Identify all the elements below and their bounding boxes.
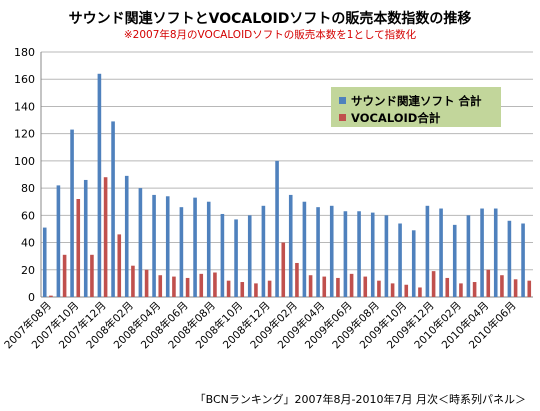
bar-sound <box>288 194 293 297</box>
bar-sound <box>452 224 457 297</box>
y-tick-label: 40 <box>21 237 35 250</box>
bar-sound <box>234 219 238 297</box>
y-tick-label: 140 <box>14 100 35 113</box>
bar-vocaloid <box>363 276 368 297</box>
bar-vocaloid <box>404 284 409 297</box>
bar-sound <box>247 215 252 297</box>
bar-vocaloid <box>158 275 163 297</box>
bar-vocaloid <box>500 275 504 297</box>
bar-sound <box>439 208 443 297</box>
bar-vocaloid <box>472 282 477 297</box>
legend-box <box>331 87 501 127</box>
bar-vocaloid <box>295 262 299 297</box>
bars <box>42 73 532 298</box>
bar-vocaloid <box>459 283 463 297</box>
bar-sound <box>83 179 88 297</box>
bar-sound <box>111 121 115 298</box>
bar-vocaloid <box>144 269 149 297</box>
bar-sound <box>316 207 320 297</box>
bar-vocaloid <box>390 283 395 297</box>
bar-sound <box>56 185 61 297</box>
chart-subtitle: ※2007年8月のVOCALOIDソフトの販売本数を1として指数化 <box>123 29 417 41</box>
x-tick-labels: 2007年08月2007年10月2007年12月2008年02月2008年04月… <box>2 299 519 351</box>
y-tick-label: 160 <box>14 73 35 86</box>
bar-sound <box>261 205 266 297</box>
bar-vocaloid <box>76 199 81 297</box>
bar-vocaloid <box>486 269 491 297</box>
bar-vocaloid <box>172 276 176 297</box>
bar-vocaloid <box>254 283 258 297</box>
bar-vocaloid <box>418 287 422 297</box>
bar-vocaloid <box>322 276 327 297</box>
bar-sound <box>398 223 402 297</box>
bar-vocaloid <box>117 234 122 297</box>
source-note: 「BCNランキング」2007年8月-2010年7月 月次＜時系列パネル＞ <box>194 393 526 406</box>
bar-vocaloid <box>199 273 204 297</box>
bar-vocaloid <box>49 295 53 297</box>
bar-vocaloid <box>281 242 286 297</box>
bar-vocaloid <box>513 279 518 297</box>
bar-vocaloid <box>226 280 231 297</box>
bar-vocaloid <box>103 177 108 297</box>
bar-sound <box>370 212 375 297</box>
bar-vocaloid <box>308 275 313 297</box>
bar-vocaloid <box>445 277 450 297</box>
bar-vocaloid <box>349 273 354 297</box>
bar-vocaloid <box>185 277 190 297</box>
bar-sound <box>179 207 184 297</box>
y-tick-label: 120 <box>14 128 35 141</box>
y-tick-label: 60 <box>21 209 35 222</box>
bar-sound <box>343 211 348 297</box>
bar-sound <box>152 194 156 297</box>
bar-sound <box>329 205 334 297</box>
bar-sound <box>357 211 361 297</box>
bar-sound <box>97 73 102 298</box>
bar-sound <box>70 129 74 297</box>
y-tick-label: 20 <box>21 264 35 277</box>
bar-vocaloid <box>377 280 381 297</box>
legend-label: VOCALOID合計 <box>351 111 441 125</box>
bar-sound <box>124 175 129 297</box>
bar-vocaloid <box>131 265 135 297</box>
bar-sound <box>480 208 484 297</box>
y-tick-label: 100 <box>14 155 35 168</box>
bar-sound <box>425 205 430 297</box>
bar-vocaloid <box>431 271 436 297</box>
legend-swatch <box>339 114 346 121</box>
y-tick-label: 0 <box>28 291 35 304</box>
bar-vocaloid <box>90 254 94 297</box>
bar-vocaloid <box>240 282 245 297</box>
y-tick-label: 180 <box>14 46 35 59</box>
bar-sound <box>302 201 307 297</box>
y-tick-label: 80 <box>21 182 35 195</box>
bar-sound <box>384 215 389 297</box>
legend-swatch <box>339 97 346 104</box>
bar-sound <box>411 230 416 297</box>
bar-vocaloid <box>527 280 532 297</box>
bar-sound <box>493 208 498 297</box>
axes: 0 20 40 60 80 100 120 140 160 180 <box>14 46 533 304</box>
bar-sound <box>206 201 211 297</box>
bar-sound <box>138 188 143 297</box>
chart-title: サウンド関連ソフトとVOCALOIDソフトの販売本数指数の推移 <box>68 11 472 27</box>
bar-vocaloid <box>62 254 67 297</box>
legend: サウンド関連ソフト 合計 VOCALOID合計 <box>331 87 501 127</box>
legend-label: サウンド関連ソフト 合計 <box>351 94 482 108</box>
bar-sound <box>507 220 512 297</box>
bar-sound <box>220 213 225 297</box>
bar-vocaloid <box>336 277 340 297</box>
bar-sound <box>193 197 197 297</box>
bar-sound <box>275 160 279 297</box>
bar-sound <box>165 196 170 297</box>
bar-sound <box>466 215 471 297</box>
bar-vocaloid <box>213 272 217 297</box>
bar-vocaloid <box>267 280 272 297</box>
bar-sound <box>42 227 47 297</box>
bar-sound <box>521 223 525 297</box>
